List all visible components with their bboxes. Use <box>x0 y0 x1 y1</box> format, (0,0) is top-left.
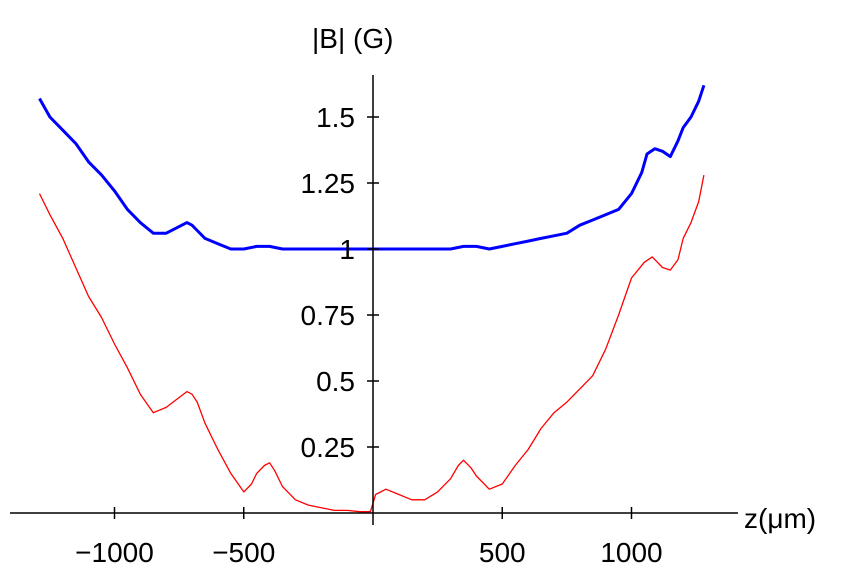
y-axis-label: |B| (G) <box>312 23 393 54</box>
series-line-blue <box>38 84 706 251</box>
y-tick-label: 1.25 <box>301 168 356 199</box>
y-tick-label: 1 <box>339 234 355 265</box>
x-tick-label: −500 <box>212 537 275 568</box>
series-line-red <box>38 174 705 513</box>
y-tick-label: 1.5 <box>316 102 355 133</box>
x-tick-label: −1000 <box>75 537 154 568</box>
y-tick-label: 0.25 <box>301 432 356 463</box>
x-axis-label: z(μm) <box>744 503 816 534</box>
x-tick-label: 1000 <box>600 537 662 568</box>
x-tick-label: 500 <box>479 537 526 568</box>
series-layer <box>38 84 706 513</box>
y-tick-label: 0.75 <box>301 300 356 331</box>
ticks-layer: −1000 −500 500 1000 0.25 0.5 0.75 1 1.25 1.5 <box>75 102 662 568</box>
axes-layer <box>10 75 738 525</box>
y-tick-label: 0.5 <box>316 366 355 397</box>
